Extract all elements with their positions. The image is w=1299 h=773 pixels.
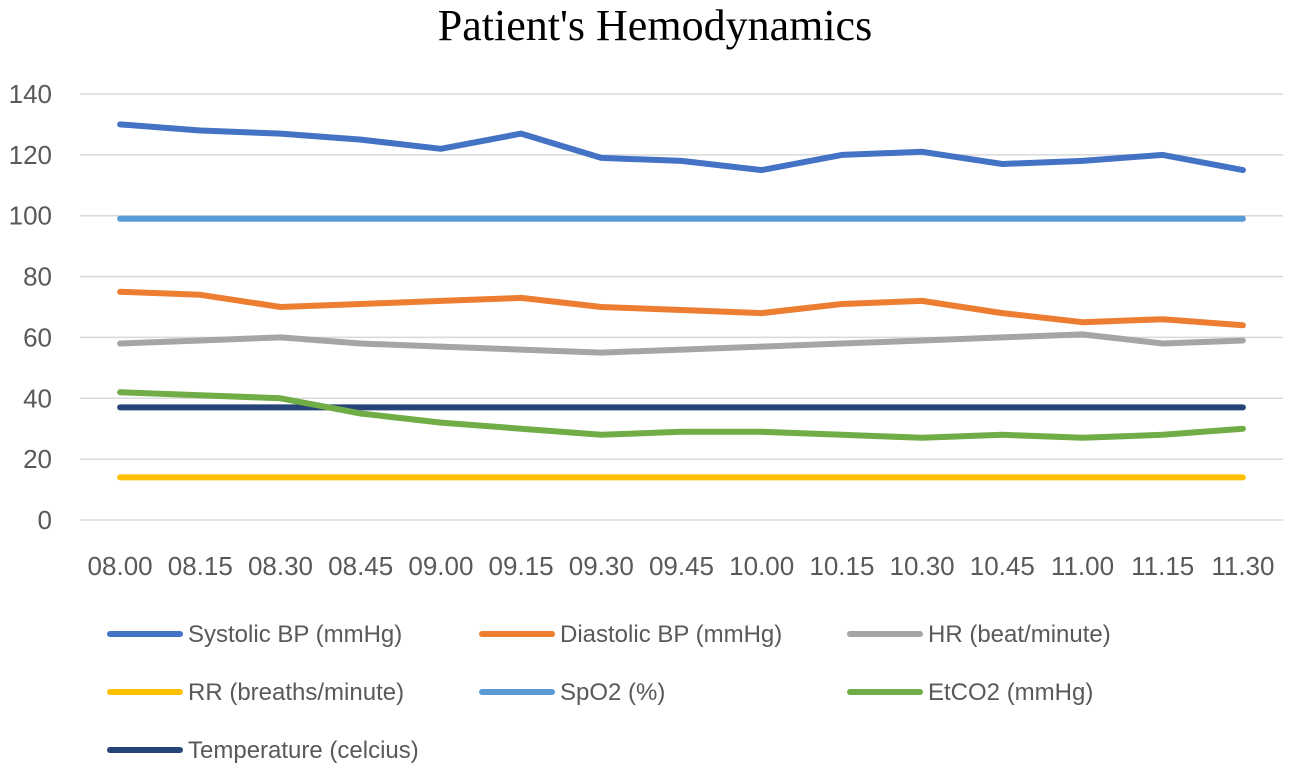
legend-item: RR (breaths/minute) — [107, 679, 404, 706]
legend-label: RR (breaths/minute) — [188, 679, 404, 706]
y-tick-label: 40 — [23, 383, 52, 413]
x-tick-label: 09.15 — [489, 551, 554, 581]
y-tick-label: 100 — [9, 201, 52, 231]
x-tick-label: 10.00 — [729, 551, 794, 581]
legend-label: Systolic BP (mmHg) — [188, 621, 402, 648]
x-tick-label: 08.15 — [168, 551, 233, 581]
y-axis-ticks: 0 20 40 60 80 100 120 140 — [9, 79, 52, 535]
legend-item: Temperature (celcius) — [107, 737, 419, 764]
y-tick-label: 0 — [38, 505, 52, 535]
y-tick-label: 140 — [9, 79, 52, 109]
x-tick-label: 09.45 — [649, 551, 714, 581]
legend-label: SpO2 (%) — [560, 679, 665, 706]
x-tick-label: 08.45 — [328, 551, 393, 581]
x-tick-label: 10.45 — [970, 551, 1035, 581]
x-axis-ticks: 08.00 08.15 08.30 08.45 09.00 09.15 09.30 09.45… — [88, 551, 1275, 581]
legend-item: HR (beat/minute) — [847, 621, 1111, 648]
legend: Systolic BP (mmHg) Diastolic BP (mmHg) HR … — [107, 621, 1111, 764]
x-tick-label: 08.00 — [88, 551, 153, 581]
legend-label: Temperature (celcius) — [188, 737, 419, 764]
x-tick-label: 11.30 — [1211, 551, 1274, 581]
series-lines — [117, 121, 1246, 481]
x-tick-label: 09.30 — [569, 551, 634, 581]
x-tick-label: 10.15 — [809, 551, 874, 581]
legend-label: HR (beat/minute) — [928, 621, 1111, 648]
x-tick-label: 11.15 — [1131, 551, 1194, 581]
legend-item: SpO2 (%) — [479, 679, 665, 706]
chart-title: Patient's Hemodynamics — [438, 1, 872, 50]
x-tick-label: 10.30 — [890, 551, 955, 581]
legend-label: EtCO2 (mmHg) — [928, 679, 1093, 706]
y-tick-label: 20 — [23, 444, 52, 474]
legend-item: EtCO2 (mmHg) — [847, 679, 1093, 706]
y-tick-label: 60 — [23, 322, 52, 352]
legend-label: Diastolic BP (mmHg) — [560, 621, 782, 648]
x-tick-label: 09.00 — [408, 551, 473, 581]
y-tick-label: 120 — [9, 140, 52, 170]
x-tick-label: 08.30 — [248, 551, 313, 581]
legend-item: Diastolic BP (mmHg) — [479, 621, 782, 648]
legend-item: Systolic BP (mmHg) — [107, 621, 402, 648]
x-tick-label: 11.00 — [1051, 551, 1114, 581]
y-tick-label: 80 — [23, 262, 52, 292]
